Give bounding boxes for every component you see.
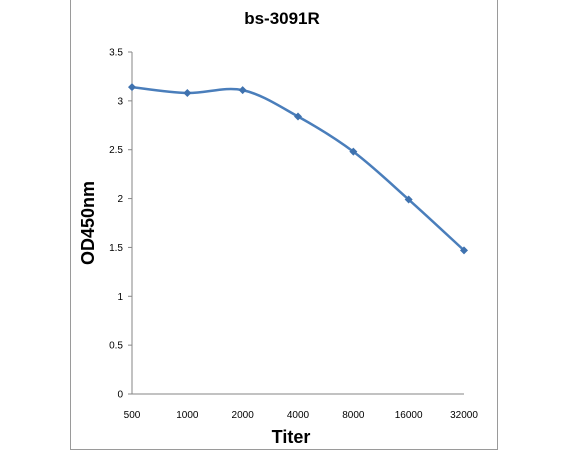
- y-axis-title: OD450nm: [78, 181, 98, 265]
- series-group: [128, 83, 468, 255]
- data-point: [349, 147, 358, 156]
- y-tick-label: 2.5: [109, 145, 123, 156]
- x-tick-label: 1000: [176, 410, 199, 421]
- x-tick-label: 4000: [287, 410, 310, 421]
- x-tick-label: 2000: [232, 410, 255, 421]
- data-point: [294, 112, 302, 121]
- data-point: [238, 86, 247, 95]
- y-tick-label: 2: [117, 194, 123, 205]
- y-tick-label: 3: [117, 96, 123, 107]
- x-tick-label: 16000: [395, 410, 423, 421]
- y-tick-label: 3.5: [109, 48, 123, 59]
- x-axis-title: Titer: [272, 427, 311, 447]
- axes: [128, 51, 464, 395]
- chart-title: bs-3091R: [244, 9, 320, 28]
- x-tick-label: 500: [124, 410, 141, 421]
- data-point: [183, 89, 192, 98]
- y-tick-label: 0: [117, 390, 123, 401]
- y-tick-label: 1.5: [109, 243, 123, 254]
- y-tick-labels: 0 0.5 1 1.5 2 2.5 3 3.5: [109, 48, 123, 401]
- data-point: [460, 246, 468, 255]
- y-tick-label: 1: [117, 292, 123, 303]
- chart-frame: [70, 0, 498, 450]
- data-point: [404, 195, 413, 204]
- x-tick-labels: 500 1000 2000 4000 8000 16000 32000: [124, 410, 479, 421]
- data-point: [128, 83, 136, 92]
- x-tick-label: 8000: [342, 410, 365, 421]
- series-line: [131, 85, 465, 252]
- x-tick-label: 32000: [450, 410, 478, 421]
- y-tick-label: 0.5: [109, 341, 123, 352]
